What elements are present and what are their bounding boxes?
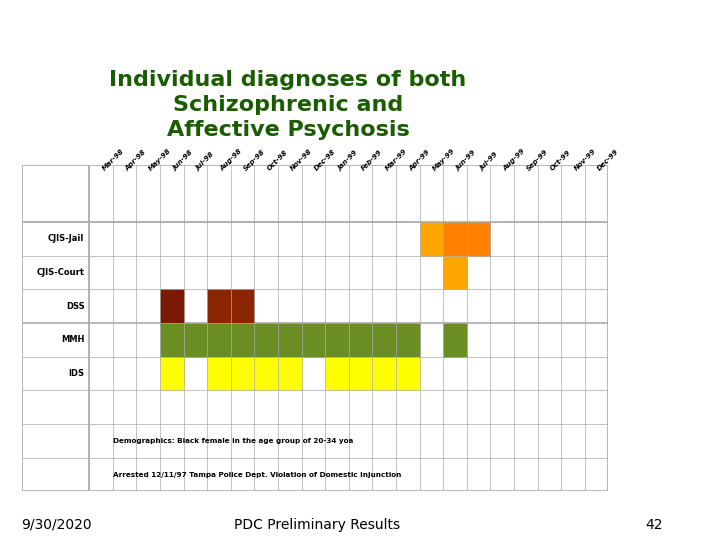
Text: 42: 42	[645, 518, 662, 532]
Text: Oct-98: Oct-98	[266, 149, 289, 172]
Text: Nov-99: Nov-99	[573, 147, 597, 172]
Bar	[160, 356, 184, 390]
Bar	[467, 222, 490, 255]
Text: Nov-98: Nov-98	[289, 147, 314, 172]
Text: MMH: MMH	[61, 335, 84, 345]
Bar	[396, 356, 420, 390]
Bar	[278, 323, 302, 356]
Bar	[325, 323, 348, 356]
Text: PDC Preliminary Results: PDC Preliminary Results	[234, 518, 400, 532]
Bar	[207, 323, 230, 356]
Bar	[230, 289, 254, 323]
Bar	[348, 323, 372, 356]
Text: May-99: May-99	[431, 147, 456, 172]
Bar	[184, 323, 207, 356]
Text: Jan-99: Jan-99	[337, 150, 359, 172]
Bar	[254, 323, 278, 356]
Text: Aug-98: Aug-98	[219, 147, 243, 172]
Text: Arrested 12/11/97 Tampa Police Dept. Violation of Domestic Injunction: Arrested 12/11/97 Tampa Police Dept. Vio…	[112, 471, 401, 477]
Text: Feb-99: Feb-99	[361, 148, 384, 172]
Bar	[254, 356, 278, 390]
Bar	[302, 323, 325, 356]
Text: DSS: DSS	[66, 302, 84, 310]
Text: Dec-98: Dec-98	[313, 148, 337, 172]
Bar	[325, 356, 348, 390]
Bar	[230, 323, 254, 356]
Text: Apr-99: Apr-99	[408, 148, 431, 172]
Text: Demographics: Black female in the age group of 20-34 yoa: Demographics: Black female in the age gr…	[112, 438, 353, 444]
Text: Mar-99: Mar-99	[384, 147, 408, 172]
Bar	[160, 323, 184, 356]
Text: 9/30/2020: 9/30/2020	[22, 518, 92, 532]
Text: Sep-99: Sep-99	[526, 148, 549, 172]
Bar	[420, 222, 444, 255]
Text: Jun-98: Jun-98	[171, 150, 194, 172]
Bar	[207, 289, 230, 323]
Bar	[230, 356, 254, 390]
Bar	[372, 356, 396, 390]
Text: Dec-99: Dec-99	[597, 148, 620, 172]
Text: Jul-98: Jul-98	[195, 151, 215, 172]
Bar	[160, 289, 184, 323]
Text: Jul-99: Jul-99	[479, 151, 499, 172]
Text: May-98: May-98	[148, 147, 173, 172]
Text: Mar-98: Mar-98	[101, 147, 125, 172]
Bar	[444, 323, 467, 356]
Text: IDS: IDS	[68, 369, 84, 378]
Text: Sep-98: Sep-98	[243, 148, 266, 172]
Bar	[372, 323, 396, 356]
Text: CJIS-Court: CJIS-Court	[37, 268, 84, 277]
Text: Jun-99: Jun-99	[455, 150, 477, 172]
Bar	[207, 356, 230, 390]
Text: Individual diagnoses of both
Schizophrenic and
Affective Psychosis: Individual diagnoses of both Schizophren…	[109, 70, 467, 140]
Bar	[396, 323, 420, 356]
Text: Aug-99: Aug-99	[502, 147, 526, 172]
Text: Apr-98: Apr-98	[125, 148, 148, 172]
Bar	[444, 222, 467, 255]
Text: Oct-99: Oct-99	[549, 149, 572, 172]
Text: CJIS-Jail: CJIS-Jail	[48, 234, 84, 243]
Bar	[444, 255, 467, 289]
Bar	[278, 356, 302, 390]
Bar	[348, 356, 372, 390]
